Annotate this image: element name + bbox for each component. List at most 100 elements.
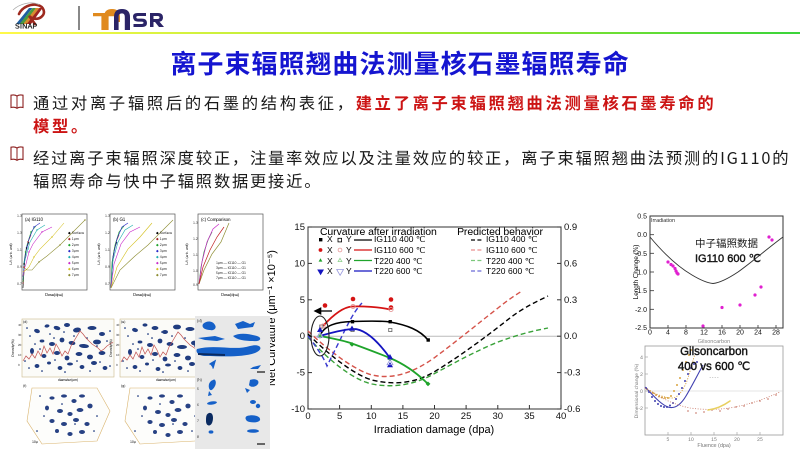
svg-text:◆ 7μm: ◆ 7μm [156, 273, 167, 277]
svg-text:Dose(dpa): Dose(dpa) [133, 293, 151, 297]
svg-text:-0.6: -0.6 [564, 404, 581, 415]
svg-text:Irradiation: Irradiation [651, 218, 675, 224]
svg-text:◆ 1μm: ◆ 1μm [68, 237, 79, 241]
svg-text:1.1: 1.1 [193, 253, 198, 257]
svg-text:◆ 2μm: ◆ 2μm [156, 243, 167, 247]
svg-text:(d): (d) [23, 320, 27, 324]
svg-text:diameter(µm): diameter(µm) [58, 378, 78, 382]
svg-text:T220 400 ℃: T220 400 ℃ [374, 256, 423, 266]
svg-text:(g): (g) [121, 384, 125, 388]
svg-text:20: 20 [734, 437, 740, 443]
svg-text:Dimensional change (%): Dimensional change (%) [634, 363, 640, 418]
svg-text:IG110 400 ℃: IG110 400 ℃ [374, 234, 426, 244]
svg-text:40: 40 [18, 323, 22, 327]
svg-text:-10: -10 [291, 404, 305, 415]
svg-text:15: 15 [294, 222, 305, 233]
svg-text:(f): (f) [23, 384, 26, 388]
svg-text:IG110 400 ℃: IG110 400 ℃ [486, 234, 538, 244]
svg-text:10: 10 [18, 353, 22, 357]
svg-text:IG110 600 ℃: IG110 600 ℃ [374, 245, 426, 255]
svg-text:◆ 2μm: ◆ 2μm [68, 243, 79, 247]
svg-text:(e): (e) [121, 320, 125, 324]
svg-text:SINAP: SINAP [15, 23, 38, 31]
svg-text:Iₓ/I₎ (arb. unit): Iₓ/I₎ (arb. unit) [185, 243, 189, 264]
svg-text:Dose(dpa): Dose(dpa) [221, 293, 239, 297]
svg-text:5: 5 [197, 387, 199, 391]
svg-text:20: 20 [429, 411, 440, 422]
svg-text:7μm — IG110 — G1: 7μm — IG110 — G1 [216, 276, 246, 280]
svg-text:(c) Comparison: (c) Comparison [201, 217, 231, 222]
svg-text:Y: Y [346, 234, 352, 244]
svg-text:7: 7 [197, 419, 199, 423]
svg-text:IG110 600 ℃: IG110 600 ℃ [486, 245, 538, 255]
svg-text:0.9: 0.9 [193, 283, 198, 287]
svg-text:1.3: 1.3 [17, 214, 22, 218]
svg-text:(b) G1: (b) G1 [113, 217, 126, 222]
svg-text:0.9: 0.9 [564, 222, 578, 233]
svg-text:Gilsoncarbon: Gilsoncarbon [680, 345, 748, 358]
svg-text:◆ Surface: ◆ Surface [68, 231, 84, 235]
svg-text:X: X [327, 245, 333, 255]
svg-text:5: 5 [337, 411, 343, 422]
svg-text:400 vs 600 ℃: 400 vs 600 ℃ [678, 360, 750, 373]
svg-text:-5: -5 [297, 368, 306, 379]
svg-text:5μm — IG110 — G1: 5μm — IG110 — G1 [216, 271, 246, 275]
svg-text:◆ 5μm: ◆ 5μm [68, 261, 79, 265]
svg-text:Porosity(%): Porosity(%) [11, 339, 15, 357]
svg-text:1.1: 1.1 [17, 248, 22, 252]
svg-text:-2.0: -2.0 [635, 307, 647, 314]
svg-text:X: X [327, 266, 333, 276]
svg-text:0: 0 [640, 389, 643, 395]
svg-text:40: 40 [116, 323, 120, 327]
svg-text:(d): (d) [197, 318, 203, 323]
svg-text:0.5: 0.5 [637, 214, 647, 221]
svg-text:1.0: 1.0 [193, 269, 198, 273]
svg-text:◆ 4μm: ◆ 4μm [156, 255, 167, 259]
svg-text:diameter(µm): diameter(µm) [156, 378, 176, 382]
svg-text:Y: Y [346, 256, 352, 266]
svg-text:0.0: 0.0 [564, 331, 578, 342]
svg-text:-0.3: -0.3 [564, 368, 581, 379]
svg-text:10: 10 [366, 411, 377, 422]
svg-text:Fluence (dpa): Fluence (dpa) [697, 443, 730, 449]
svg-text:(h): (h) [197, 377, 203, 382]
svg-text:10: 10 [116, 353, 120, 357]
svg-text:Iₓ/I₎ (arb. unit): Iₓ/I₎ (arb. unit) [9, 243, 13, 264]
svg-text:25: 25 [461, 411, 472, 422]
svg-text:1μm — IG110 — G1: 1μm — IG110 — G1 [216, 261, 246, 265]
svg-text:(a) IG110: (a) IG110 [25, 217, 43, 222]
svg-text:◆ 1μm: ◆ 1μm [156, 237, 167, 241]
svg-text:X: X [327, 234, 333, 244]
svg-text:X: X [327, 256, 333, 266]
svg-text:Iₓ/I₎ (arb. unit): Iₓ/I₎ (arb. unit) [97, 243, 101, 264]
svg-text:◆ 3μm: ◆ 3μm [156, 249, 167, 253]
svg-text:35: 35 [524, 411, 535, 422]
svg-text:◆ Surface: ◆ Surface [156, 231, 172, 235]
svg-text:10µ: 10µ [130, 440, 136, 444]
svg-text:0: 0 [300, 331, 306, 342]
svg-text:◆ 6μm: ◆ 6μm [156, 267, 167, 271]
svg-text:0.3: 0.3 [564, 295, 578, 306]
svg-text:10: 10 [688, 437, 694, 443]
svg-text:1.3: 1.3 [105, 214, 110, 218]
svg-text:0.6: 0.6 [564, 258, 578, 269]
svg-text:20: 20 [116, 343, 120, 347]
svg-text:0: 0 [305, 411, 311, 422]
svg-text:Porosity(%): Porosity(%) [109, 339, 113, 357]
svg-text:10µ: 10µ [32, 440, 38, 444]
svg-text:2: 2 [640, 372, 643, 378]
svg-text:1.1: 1.1 [105, 248, 110, 252]
svg-text:15: 15 [398, 411, 409, 422]
svg-text:Length Change (%): Length Change (%) [633, 245, 640, 300]
svg-text:Y: Y [346, 266, 352, 276]
svg-text:0: 0 [116, 363, 118, 367]
svg-text:0.9: 0.9 [17, 265, 22, 269]
svg-text:T220 600 ℃: T220 600 ℃ [486, 266, 535, 276]
svg-text:20: 20 [18, 343, 22, 347]
svg-text:Y: Y [346, 245, 352, 255]
svg-text:1.2: 1.2 [105, 231, 110, 235]
svg-text:0.9: 0.9 [105, 265, 110, 269]
svg-text:T220 400 ℃: T220 400 ℃ [486, 256, 535, 266]
svg-text:3μm — IG110 — G1: 3μm — IG110 — G1 [216, 266, 246, 270]
svg-text:Irradiation damage (dpa): Irradiation damage (dpa) [374, 424, 494, 436]
